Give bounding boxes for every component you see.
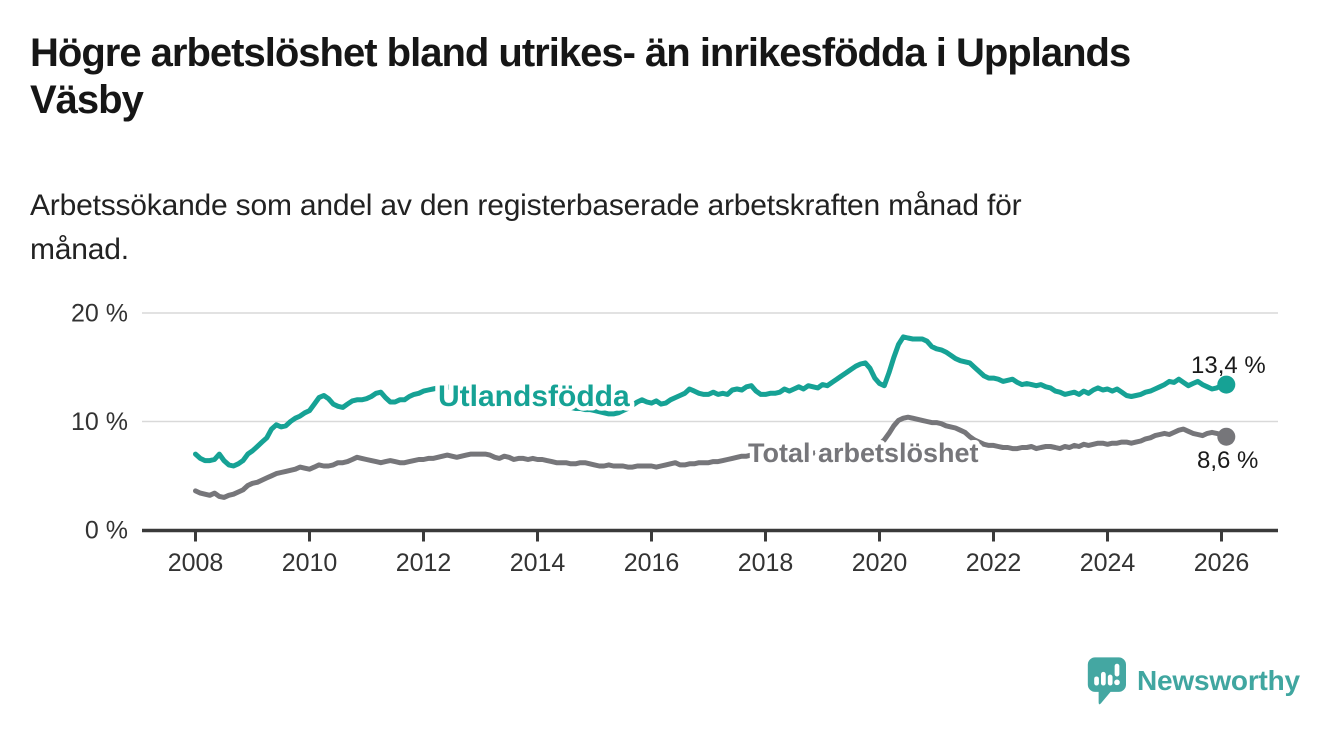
line-total-arbetsloshet xyxy=(193,414,1229,500)
bar-medium xyxy=(1101,671,1106,686)
x-tick-label-2026: 2026 xyxy=(1194,549,1250,577)
x-tick-label-2022: 2022 xyxy=(966,549,1022,577)
page-title: Högre arbetslöshet bland utrikes- än inr… xyxy=(30,30,1320,124)
y-tick-label-10: 10 % xyxy=(71,408,128,436)
subtitle-line-1: Arbetssökande som andel av den registerb… xyxy=(30,189,1022,222)
x-tick-label-2012: 2012 xyxy=(396,549,452,577)
x-axis-ticks xyxy=(194,530,1223,542)
page-subtitle: Arbetssökande som andel av den registerb… xyxy=(30,184,1270,271)
x-tick-label-2016: 2016 xyxy=(624,549,680,577)
end-value-utlandsfodda: 13,4 % xyxy=(1191,352,1266,379)
series-label-utlandsfodda: Utlandsfödda xyxy=(438,380,630,413)
y-axis-labels: 0 % 10 % 20 % xyxy=(71,300,128,545)
end-value-total-arbetsloshet: 8,6 % xyxy=(1197,447,1258,474)
end-dot-utlandsfodda xyxy=(1217,375,1236,394)
newsworthy-logo[interactable]: Newsworthy xyxy=(1086,656,1300,706)
end-dot-total-arbetsloshet xyxy=(1217,427,1236,446)
x-tick-label-2014: 2014 xyxy=(510,549,566,577)
exclamation-dot xyxy=(1114,679,1120,686)
newsworthy-bubble-chart-icon xyxy=(1087,657,1126,705)
bar-large xyxy=(1107,674,1113,686)
title-line-2: Väsby xyxy=(30,78,144,123)
newsworthy-wordmark: Newsworthy xyxy=(1137,665,1300,696)
y-tick-label-0: 0 % xyxy=(85,517,128,545)
speech-bubble-shape xyxy=(1087,657,1126,705)
series-lines xyxy=(193,334,1236,500)
grid-lines xyxy=(142,312,1278,423)
x-tick-label-2024: 2024 xyxy=(1080,549,1136,577)
line-utlandsfodda xyxy=(193,334,1229,469)
y-tick-label-20: 20 % xyxy=(71,300,128,328)
x-tick-label-2020: 2020 xyxy=(852,549,908,577)
x-tick-label-2018: 2018 xyxy=(738,549,794,577)
title-line-1: Högre arbetslöshet bland utrikes- än inr… xyxy=(30,31,1131,75)
x-axis-labels: 2008 2010 2012 2014 2016 2018 2020 2022 2024 2026 xyxy=(168,549,1250,577)
x-tick-label-2008: 2008 xyxy=(168,549,224,577)
series-label-total-arbetsloshet: Total arbetslöshet xyxy=(748,438,979,468)
x-tick-label-2010: 2010 xyxy=(282,549,338,577)
exclamation-bar xyxy=(1114,663,1120,677)
subtitle-line-2: månad. xyxy=(30,232,129,266)
bar-small xyxy=(1094,676,1099,686)
